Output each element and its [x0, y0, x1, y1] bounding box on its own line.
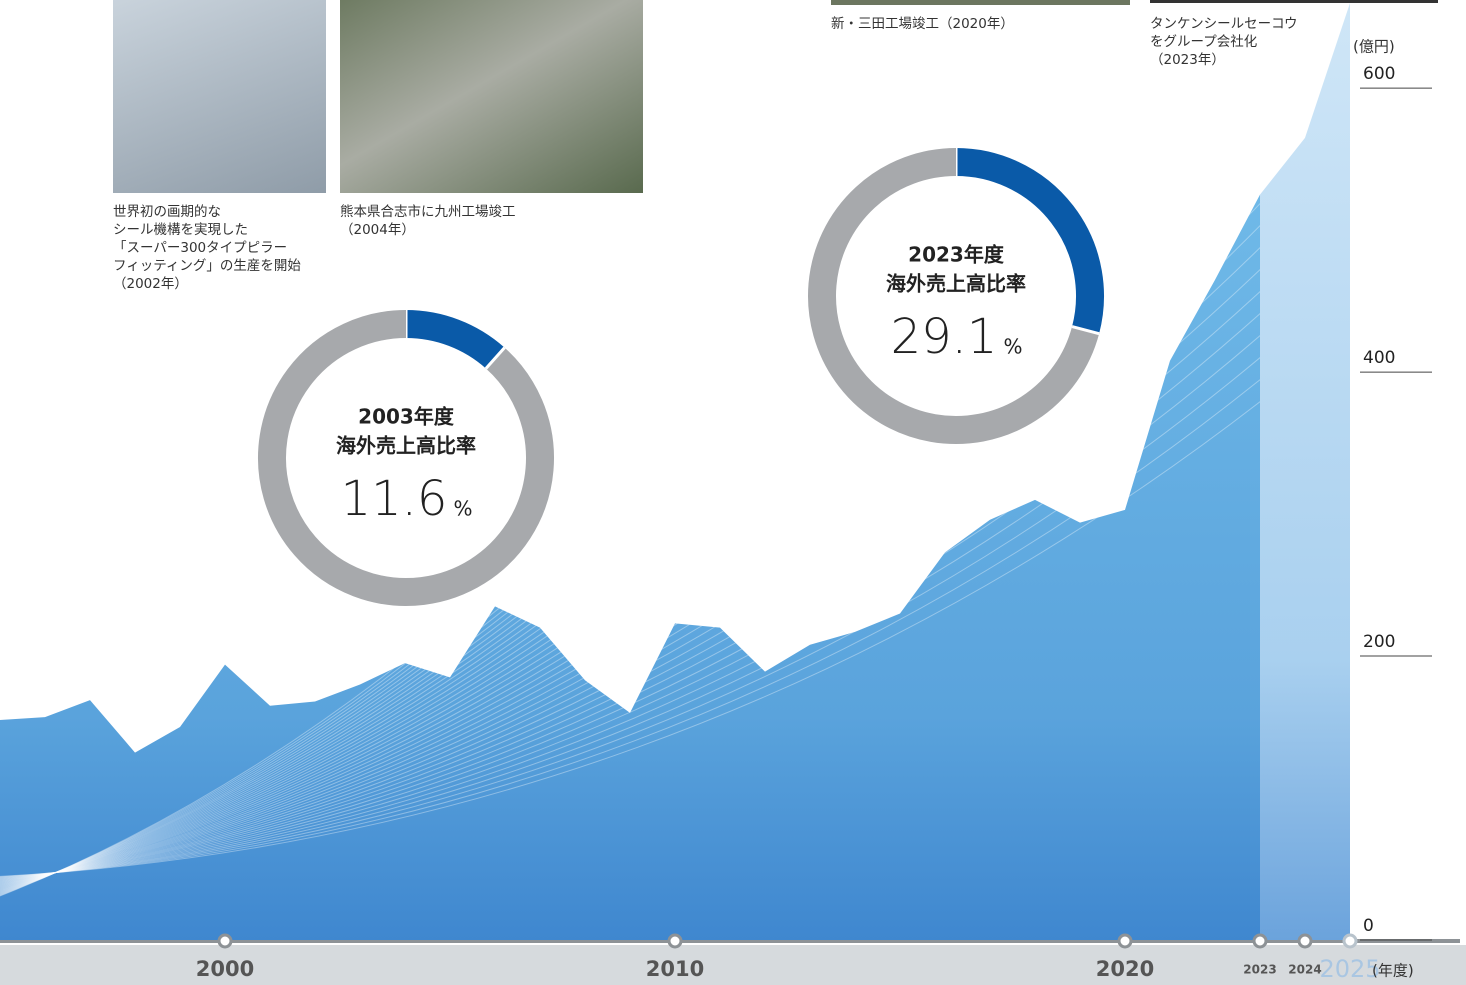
- x-tick-marker: [1299, 935, 1311, 947]
- caption: タンケンシールセーコウをグループ会社化（2023年）: [1150, 15, 1298, 69]
- x-tick-marker: [669, 935, 681, 947]
- x-tick-label: 2000: [196, 957, 254, 981]
- x-tick-marker: [1344, 935, 1356, 947]
- donut-title: 海外売上高比率: [336, 434, 476, 458]
- y-tick-label: 200: [1363, 632, 1395, 652]
- donut-unit: %: [453, 497, 472, 521]
- caption: 熊本県合志市に九州工場竣工（2004年）: [340, 203, 516, 239]
- donut-value: 11.6: [341, 471, 448, 527]
- area: [1260, 3, 1350, 940]
- caption-line: （2023年）: [1150, 51, 1298, 69]
- caption-line: をグループ会社化: [1150, 33, 1298, 51]
- caption-line: フィッティング」の生産を開始: [113, 257, 301, 275]
- donut-unit: %: [1003, 335, 1022, 359]
- x-tick-label: 2010: [646, 957, 704, 981]
- x-tick-marker: [1119, 935, 1131, 947]
- x-tick-marker: [1254, 935, 1266, 947]
- caption-line: タンケンシールセーコウ: [1150, 15, 1298, 33]
- caption-line: （2002年）: [113, 275, 301, 293]
- y-tick-label: 0: [1363, 916, 1374, 936]
- x-tick-label: 2024: [1288, 963, 1321, 977]
- caption-line: 熊本県合志市に九州工場竣工: [340, 203, 516, 221]
- photo-tanken: [1150, 0, 1438, 3]
- y-tick-label: 400: [1363, 348, 1395, 368]
- donut-segment: [406, 324, 495, 358]
- caption: 世界初の画期的なシール機構を実現した「スーパー300タイプピラーフィッティング」…: [113, 203, 301, 293]
- y-tick-label: 600: [1363, 64, 1395, 84]
- caption: 新・三田工場竣工（2020年）: [831, 15, 1014, 33]
- photo-factory: [340, 0, 643, 193]
- caption-line: （2004年）: [340, 221, 516, 239]
- x-tick-label: 2020: [1096, 957, 1154, 981]
- donut-segment: [272, 324, 540, 592]
- x-tick-label: 2023: [1243, 963, 1276, 977]
- caption-line: 世界初の画期的な: [113, 203, 301, 221]
- y-axis-label: (億円): [1353, 38, 1395, 56]
- donut-title: 2003年度: [358, 405, 455, 429]
- photo-fittings: [113, 0, 326, 193]
- caption-line: 「スーパー300タイプピラー: [113, 239, 301, 257]
- photo-sanda: [831, 0, 1130, 5]
- x-axis-label: (年度): [1372, 962, 1414, 980]
- caption-line: 新・三田工場竣工（2020年）: [831, 15, 1014, 33]
- caption-line: シール機構を実現した: [113, 221, 301, 239]
- donut-title: 2023年度: [908, 243, 1005, 267]
- page: 0200400600(億円)200020102020202320242025(年…: [0, 0, 1466, 985]
- x-tick-marker: [219, 935, 231, 947]
- donut-title: 海外売上高比率: [886, 272, 1026, 296]
- donut-value: 29.1: [891, 309, 998, 365]
